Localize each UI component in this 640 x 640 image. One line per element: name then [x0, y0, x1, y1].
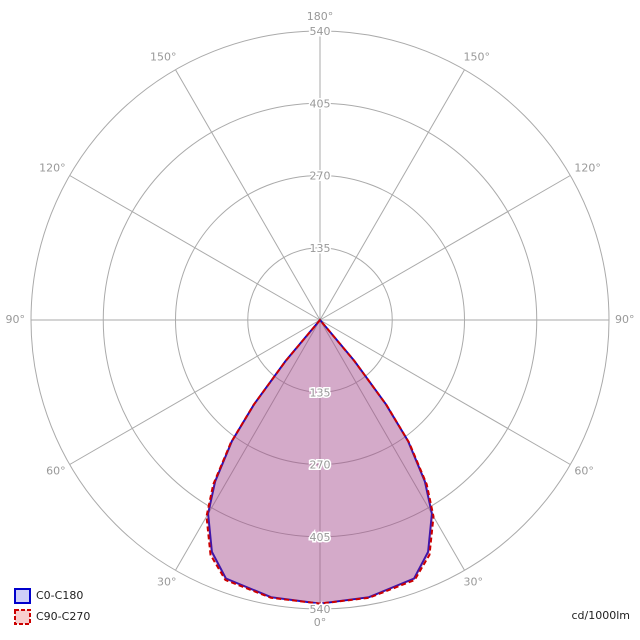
angle-label: 120° — [574, 162, 601, 175]
grid-spoke — [319, 69, 465, 321]
r-tick-label: 540 — [310, 603, 331, 616]
grid-spoke — [175, 319, 321, 571]
angle-label: 30° — [157, 575, 177, 588]
angle-label: 60° — [46, 465, 66, 478]
grid-spoke — [69, 319, 321, 465]
r-tick-label: 270 — [310, 459, 331, 472]
angle-label: 30° — [464, 575, 484, 588]
grid-spoke — [69, 175, 321, 321]
legend-swatch — [14, 609, 31, 625]
r-tick-label: 540 — [310, 25, 331, 38]
legend-label: C0-C180 — [36, 589, 83, 602]
angle-label: 60° — [574, 465, 594, 478]
angle-label: 120° — [39, 162, 66, 175]
r-tick-label: 135 — [310, 386, 331, 399]
angle-label: 90° — [6, 313, 26, 326]
angle-label: 150° — [150, 51, 177, 64]
intensity-curve — [205, 318, 435, 605]
grid-spoke — [319, 175, 571, 321]
r-tick-label: 405 — [310, 97, 331, 110]
r-tick-label: 135 — [310, 242, 331, 255]
legend-swatch — [14, 588, 31, 604]
grid-spoke — [319, 319, 571, 465]
unit-label: cd/1000lm — [571, 609, 630, 622]
angle-label: 150° — [464, 51, 491, 64]
angle-label: 90° — [615, 313, 635, 326]
grid-spoke — [175, 69, 321, 321]
r-tick-label: 405 — [310, 531, 331, 544]
angle-label: 180° — [307, 10, 334, 23]
r-tick-label: 270 — [310, 170, 331, 183]
grid-spoke — [319, 319, 465, 571]
legend-label: C90-C270 — [36, 610, 90, 623]
angle-label: 0° — [314, 616, 327, 629]
